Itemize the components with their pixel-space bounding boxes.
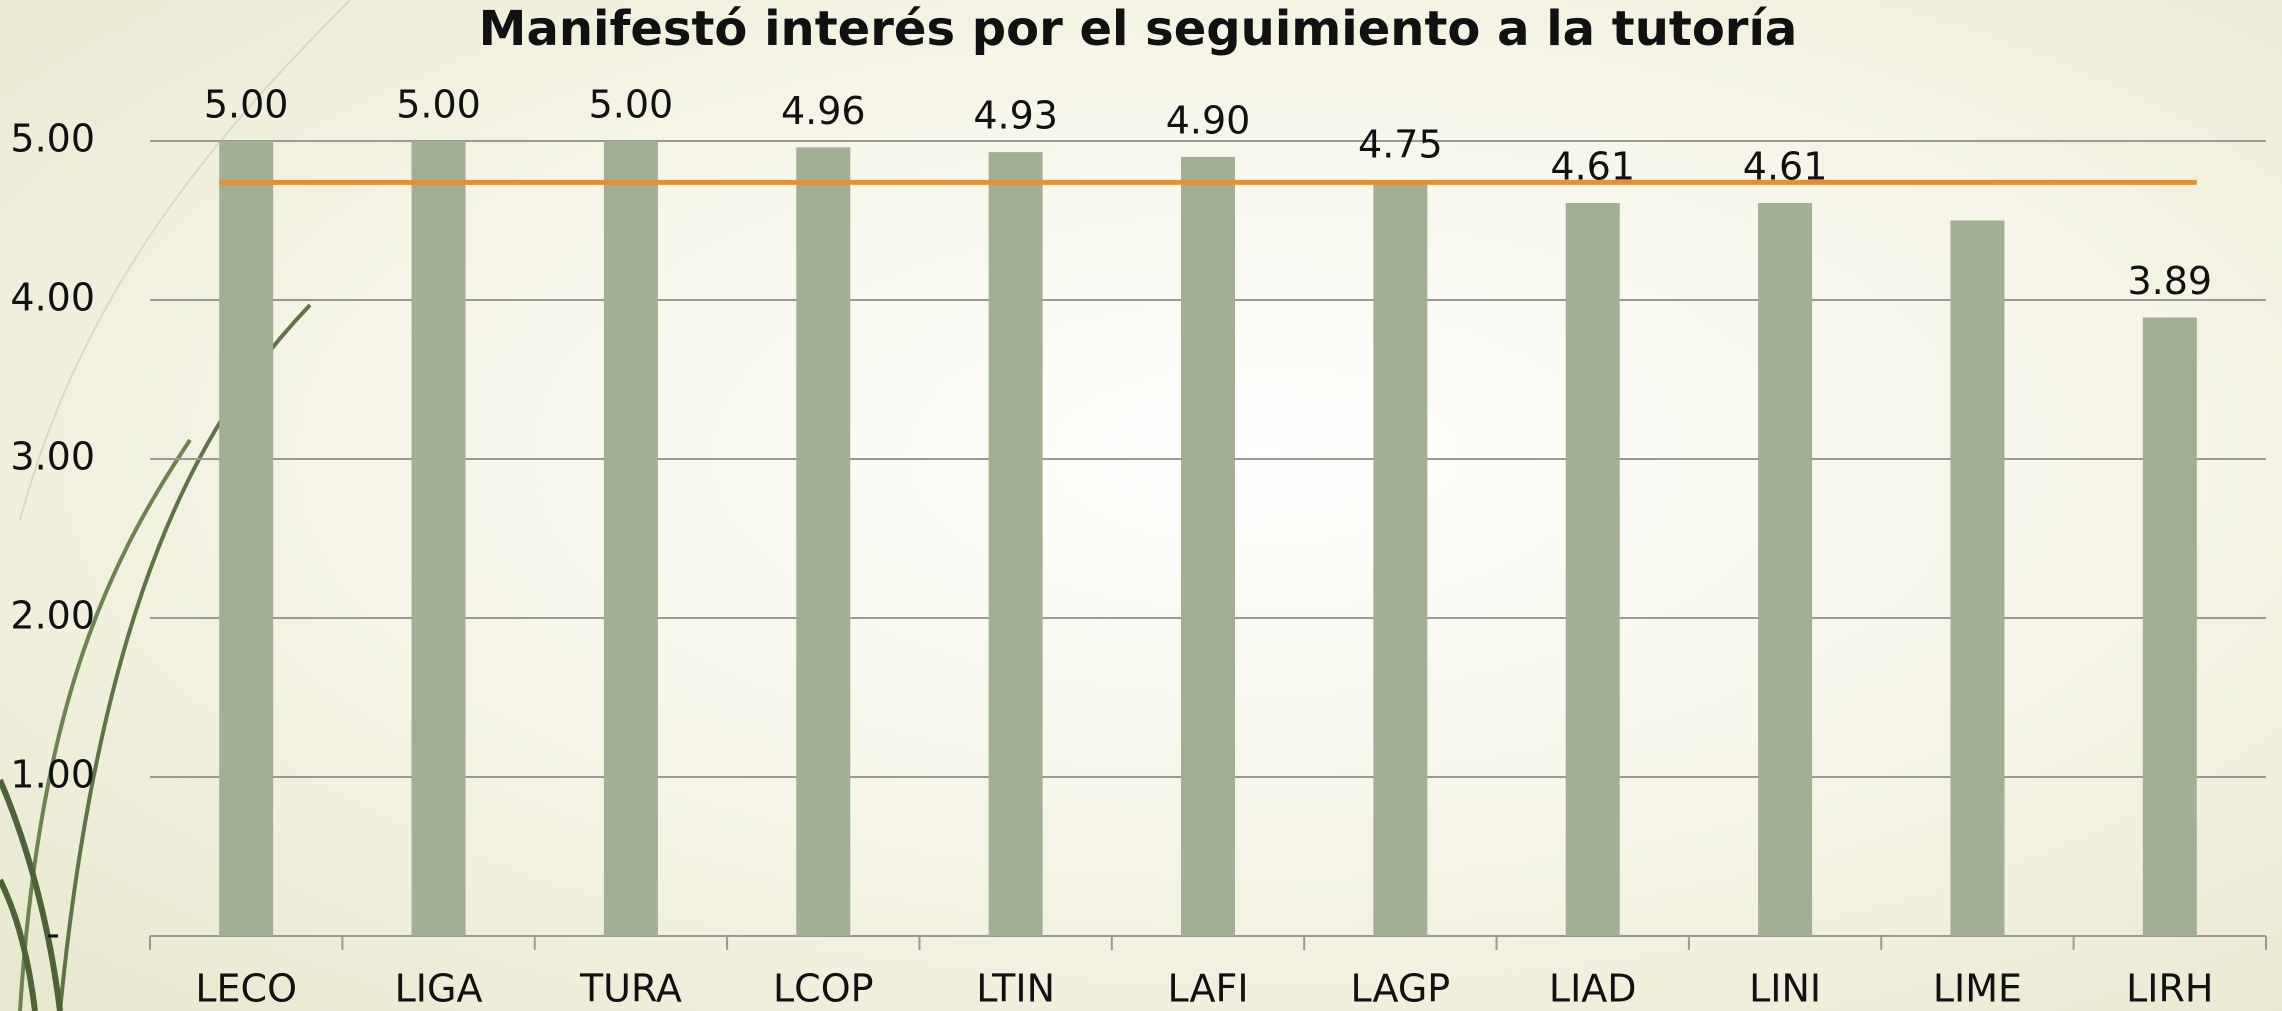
data-label: 4.93 <box>973 94 1058 138</box>
x-tick-label: LAFI <box>1167 967 1248 1011</box>
y-tick-label: 2.00 <box>10 594 95 638</box>
chart-title: Manifestó interés por el seguimiento a l… <box>479 1 1798 57</box>
bar <box>412 141 466 936</box>
data-label: 4.61 <box>1550 145 1635 189</box>
x-tick-label: TURA <box>579 967 682 1011</box>
y-tick-label: 4.00 <box>10 276 95 320</box>
bar <box>604 141 658 936</box>
bar <box>1758 203 1812 936</box>
y-tick-label: 3.00 <box>10 435 95 479</box>
x-tick-label: LECO <box>195 967 297 1011</box>
bar <box>989 152 1043 936</box>
data-label: 5.00 <box>589 83 674 127</box>
data-label: 4.90 <box>1166 98 1251 142</box>
bar <box>219 141 273 936</box>
bar <box>796 147 850 936</box>
x-tick-label: LIME <box>1933 967 2022 1011</box>
y-tick-label: 1.00 <box>10 753 95 797</box>
bar <box>1181 157 1235 936</box>
data-label: 4.61 <box>1743 145 1828 189</box>
bar <box>1950 221 2004 937</box>
data-label: 5.00 <box>396 83 481 127</box>
y-tick-label: 5.00 <box>10 117 95 161</box>
bar <box>1373 181 1427 936</box>
data-label: 4.75 <box>1358 122 1443 166</box>
y-tick-label: - <box>46 912 60 956</box>
x-tick-label: LTIN <box>976 967 1055 1011</box>
background <box>0 0 2282 1011</box>
x-tick-label: LIRH <box>2126 967 2213 1011</box>
x-tick-label: LIAD <box>1549 967 1637 1011</box>
bar <box>2143 317 2197 936</box>
data-label: 5.00 <box>204 83 289 127</box>
chart: Manifestó interés por el seguimiento a l… <box>0 0 2282 1011</box>
data-label: 4.96 <box>781 89 866 133</box>
data-label: 3.89 <box>2128 259 2213 303</box>
bar <box>1566 203 1620 936</box>
x-tick-label: LCOP <box>773 967 874 1011</box>
x-tick-label: LIGA <box>395 967 483 1011</box>
x-tick-label: LINI <box>1749 967 1821 1011</box>
x-tick-label: LAGP <box>1350 967 1450 1011</box>
